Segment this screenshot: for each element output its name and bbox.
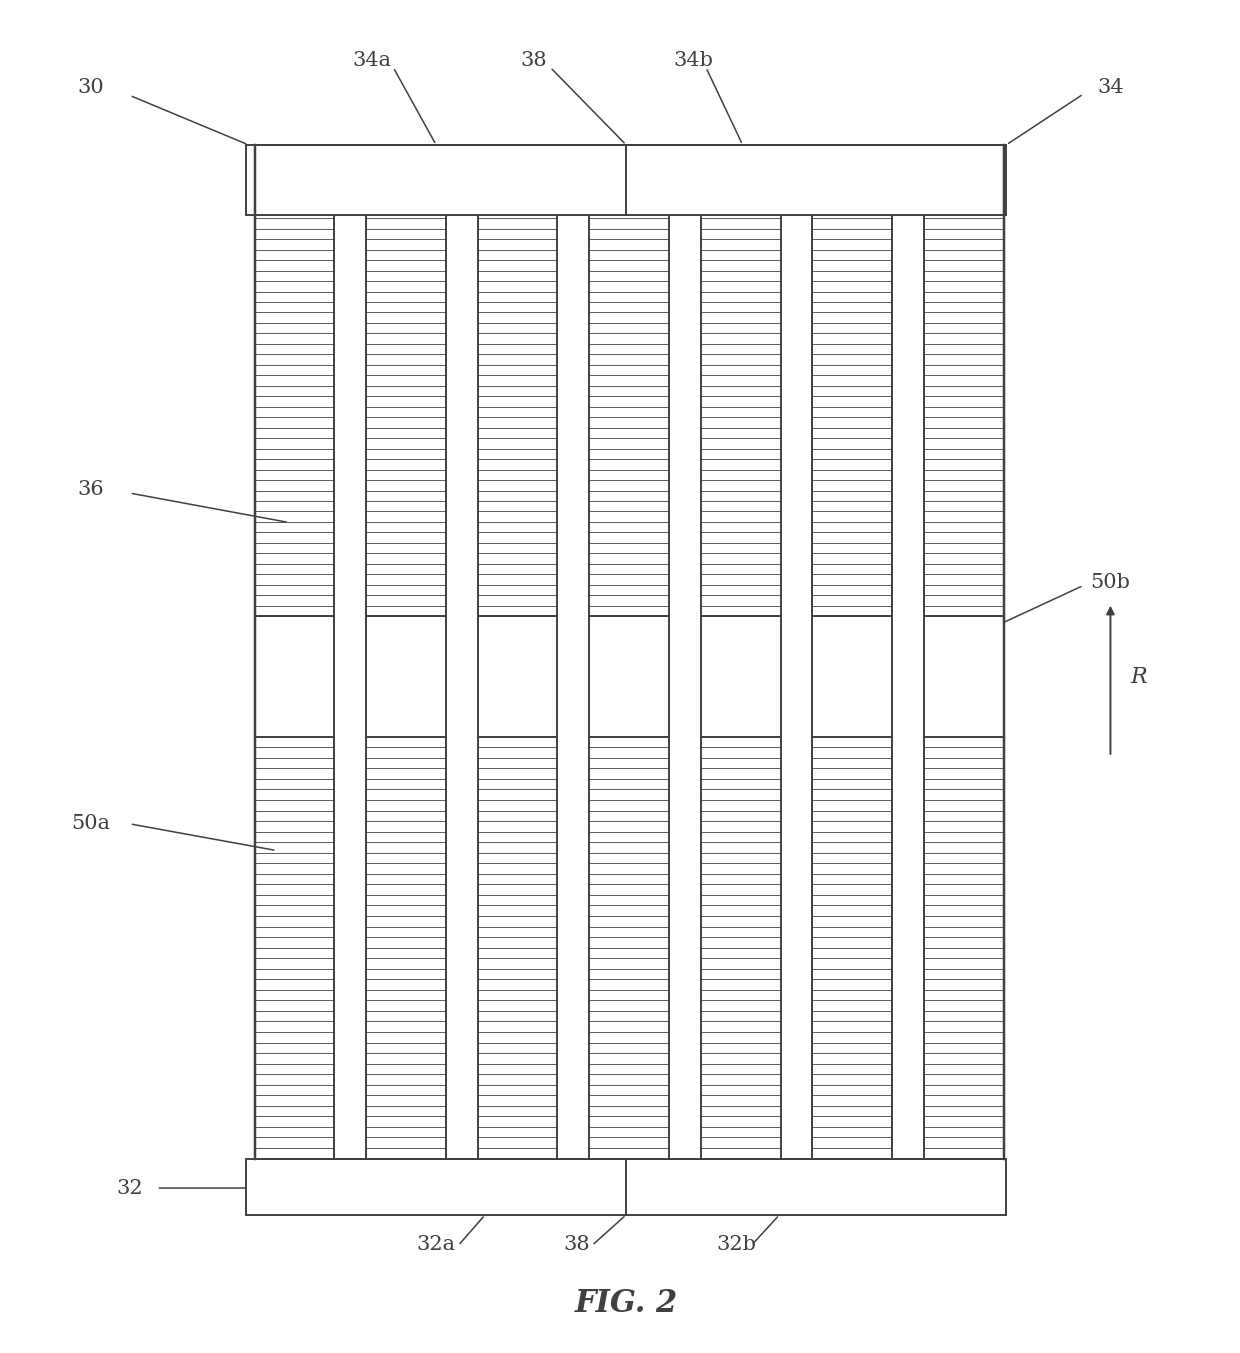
Text: 34a: 34a [353,51,392,70]
Text: 50a: 50a [71,815,110,833]
Bar [366,145,446,1158]
Text: 50b: 50b [1090,574,1131,593]
Bar [246,145,1006,215]
Bar [254,145,335,1158]
Text: 38: 38 [564,1235,590,1254]
Bar [924,145,1003,1158]
Text: 36: 36 [77,479,104,498]
Text: FIG. 2: FIG. 2 [574,1288,678,1319]
Text: 30: 30 [77,77,104,97]
Bar [477,145,558,1158]
Text: 34: 34 [1097,77,1123,97]
Bar [246,1158,1006,1215]
Bar [701,145,781,1158]
Text: 32b: 32b [717,1235,756,1254]
Text: 32a: 32a [417,1235,455,1254]
Text: R: R [1130,666,1147,687]
Text: 32: 32 [117,1178,143,1197]
Text: 34b: 34b [673,51,713,70]
Bar [589,145,670,1158]
Bar [812,145,893,1158]
Text: 38: 38 [521,51,548,70]
